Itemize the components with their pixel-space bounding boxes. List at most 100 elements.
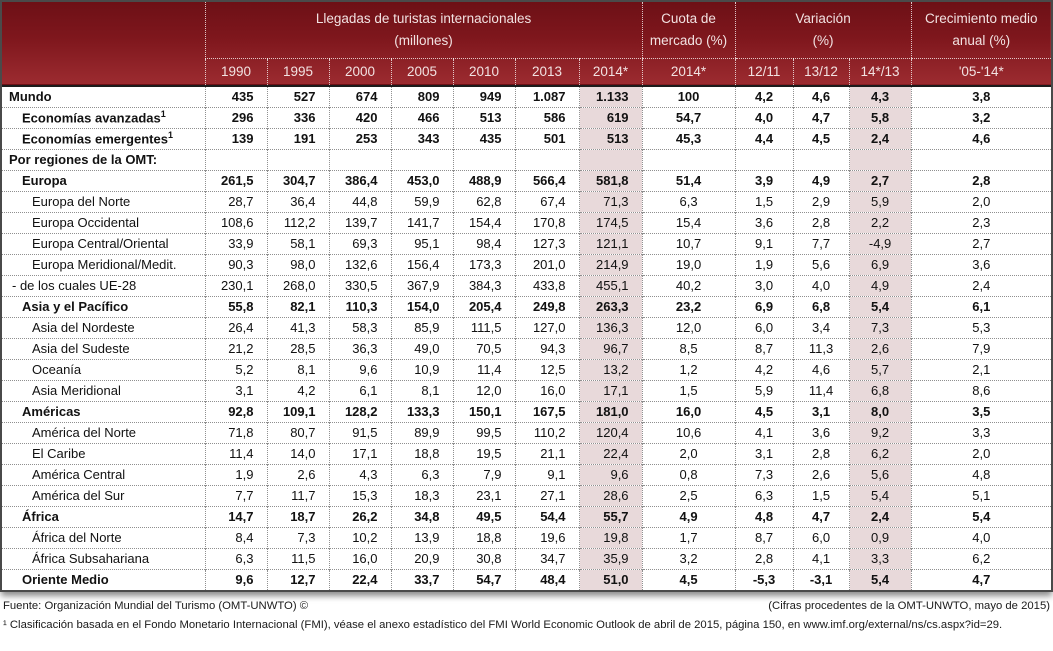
data-cell: 94,3 [514, 337, 579, 359]
data-cell: 343 [390, 127, 453, 149]
data-cell: 501 [514, 127, 579, 149]
data-cell: 70,5 [452, 337, 515, 359]
data-cell: 58,3 [328, 316, 391, 338]
table-row: Mundo 435 527 674 809 949 1.087 1.133 100 4,2 4,6 4… [2, 86, 1051, 107]
data-cell: 8,1 [390, 379, 453, 401]
row-label: América del Sur [2, 484, 205, 506]
data-cell: 466 [390, 106, 453, 128]
data-cell: 141,7 [390, 211, 453, 233]
row-label: Economías avanzadas1 [2, 106, 205, 128]
data-cell: 1,5 [792, 484, 850, 506]
data-cell [910, 148, 1051, 170]
data-cell: 19,8 [578, 526, 643, 548]
col-header-12-11: 12/11 [734, 58, 794, 86]
col-header-cuota-2014: 2014* [641, 58, 736, 86]
data-cell: 3,3 [910, 421, 1051, 443]
data-cell: 2,8 [792, 442, 850, 464]
data-cell: 8,0 [848, 400, 912, 422]
data-cell: 2,7 [848, 169, 912, 191]
data-cell: 1,9 [204, 463, 267, 485]
data-cell [204, 148, 267, 170]
row-label: Europa Central/Oriental [2, 232, 205, 254]
data-cell: 82,1 [266, 295, 329, 317]
data-cell: 5,9 [848, 190, 912, 212]
data-cell: 230,1 [204, 274, 267, 296]
data-cell: 296 [204, 106, 267, 128]
data-cell: 7,3 [848, 316, 912, 338]
table-row: El Caribe 11,4 14,0 17,1 18,8 19,5 21,1 22,4 2,0… [2, 442, 1051, 464]
data-cell: 14,0 [266, 442, 329, 464]
data-cell: 34,8 [390, 505, 453, 527]
data-cell: 8,1 [266, 358, 329, 380]
data-cell: 9,6 [328, 358, 391, 380]
footnote-marker: 1 [167, 130, 173, 141]
data-cell: 49,5 [452, 505, 515, 527]
group-subtitle: (%) [812, 32, 834, 48]
table-row: Economías emergentes1 139 191 253 343 435 501 5… [2, 127, 1051, 149]
data-cell: 19,5 [452, 442, 515, 464]
row-label: África del Norte [2, 526, 205, 548]
data-cell: 36,4 [266, 190, 329, 212]
row-label: Por regiones de la OMT: [2, 148, 205, 170]
data-cell: 261,5 [204, 169, 267, 191]
table-row: Asia Meridional 3,1 4,2 6,1 8,1 12,0 16,0 17,1 1… [2, 379, 1051, 401]
data-cell: 100 [641, 86, 736, 107]
data-cell: 6,1 [910, 295, 1051, 317]
data-cell: 3,1 [734, 442, 794, 464]
data-cell: 40,2 [641, 274, 736, 296]
table-footer: Fuente: Organización Mundial del Turismo… [3, 600, 1050, 631]
data-cell: 455,1 [578, 274, 643, 296]
table-row: Europa 261,5 304,7 386,4 453,0 488,9 566,4 581,… [2, 169, 1051, 191]
data-cell: 133,3 [390, 400, 453, 422]
data-cell: 1,2 [641, 358, 736, 380]
data-cell: 173,3 [452, 253, 515, 275]
table-header: Llegadas de turistas internacionales (mi… [2, 2, 1051, 86]
table-row: Por regiones de la OMT: [2, 148, 1051, 170]
data-cell: 4,6 [910, 127, 1051, 149]
data-cell: 4,9 [792, 169, 850, 191]
group-subtitle: anual (%) [952, 32, 1011, 48]
data-cell: 18,7 [266, 505, 329, 527]
data-cell: 11,5 [266, 547, 329, 569]
table-row: África Subsahariana 6,3 11,5 16,0 20,9 30,8 34… [2, 547, 1051, 569]
data-cell [792, 148, 850, 170]
data-cell: 4,5 [734, 400, 794, 422]
data-cell: 201,0 [514, 253, 579, 275]
data-cell: 150,1 [452, 400, 515, 422]
col-header-2014: 2014* [578, 58, 643, 86]
data-cell: 30,8 [452, 547, 515, 569]
data-cell: 5,4 [848, 484, 912, 506]
data-cell: 33,7 [390, 568, 453, 590]
row-label: América Central [2, 463, 205, 485]
data-cell: 12,7 [266, 568, 329, 590]
data-cell: 9,6 [578, 463, 643, 485]
table-body: Mundo 435 527 674 809 949 1.087 1.133 100 4,2 4,6 4… [2, 86, 1051, 590]
data-cell: 111,5 [452, 316, 515, 338]
data-cell: 80,7 [266, 421, 329, 443]
data-cell: 11,7 [266, 484, 329, 506]
data-cell: 8,7 [734, 526, 794, 548]
data-cell: 18,8 [452, 526, 515, 548]
table-row: Europa del Norte 28,7 36,4 44,8 59,9 62,8 67,4… [2, 190, 1051, 212]
table-row: Europa Meridional/Medit. 90,3 98,0 132,6 156… [2, 253, 1051, 275]
data-cell [578, 148, 643, 170]
table-row: Asia y el Pacífico 55,8 82,1 110,3 154,0 205,… [2, 295, 1051, 317]
data-cell: 33,9 [204, 232, 267, 254]
row-label: El Caribe [2, 442, 205, 464]
data-cell: 9,1 [514, 463, 579, 485]
data-cell: -3,1 [792, 568, 850, 590]
data-cell: 6,0 [792, 526, 850, 548]
data-cell: 6,2 [910, 547, 1051, 569]
data-cell: 1.087 [514, 86, 579, 107]
data-cell: 167,5 [514, 400, 579, 422]
data-cell: 11,4 [792, 379, 850, 401]
row-label: América del Norte [2, 421, 205, 443]
data-cell: 26,2 [328, 505, 391, 527]
col-header-2013: 2013 [514, 58, 579, 86]
data-cell: 4,8 [734, 505, 794, 527]
data-cell: 2,4 [848, 127, 912, 149]
data-cell: 809 [390, 86, 453, 107]
data-cell: 136,3 [578, 316, 643, 338]
table-row: Europa Central/Oriental 33,9 58,1 69,3 95,1 9… [2, 232, 1051, 254]
